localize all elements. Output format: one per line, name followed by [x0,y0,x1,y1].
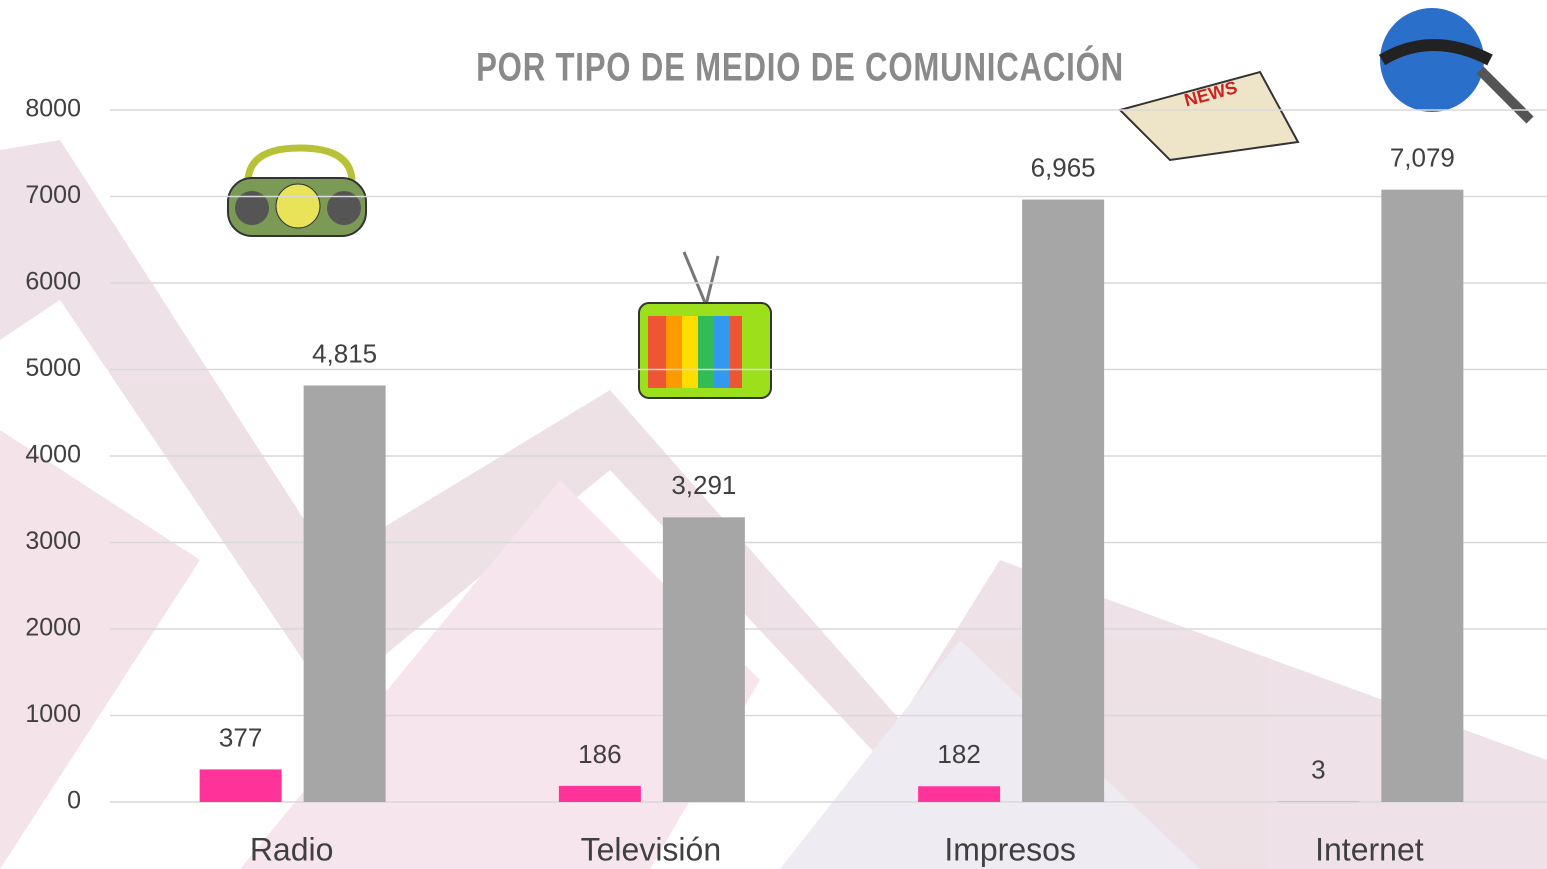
bar [918,786,1001,802]
bar [662,517,745,802]
x-tick-label: Internet [1315,831,1424,867]
value-label: 7,079 [1390,143,1455,173]
y-tick-label: 1000 [25,700,81,728]
newspaper-icon: NEWS [1118,70,1300,162]
value-label: 186 [578,739,621,769]
radio-icon [227,144,367,237]
tv-icon [638,251,772,399]
bar [303,385,386,802]
bar [1022,199,1105,803]
y-tick-label: 8000 [25,95,81,123]
y-tick-label: 6000 [25,268,81,296]
y-tick-label: 0 [67,787,81,815]
value-label: 3,291 [671,470,736,500]
y-tick-label: 5000 [25,354,81,382]
globe-icon [1378,8,1534,124]
value-label: 3 [1311,755,1325,785]
value-label: 377 [219,722,262,752]
x-tick-label: Televisión [581,831,722,867]
x-tick-label: Impresos [944,831,1076,867]
y-tick-label: 4000 [25,441,81,469]
value-label: 6,965 [1031,152,1096,182]
bar [558,785,641,802]
value-label: 182 [937,739,980,769]
y-tick-label: 3000 [25,527,81,555]
x-tick-label: Radio [250,831,334,867]
chart-title: POR TIPO DE MEDIO DE COMUNICACIÓN [476,45,1124,90]
bar [1381,189,1464,802]
y-tick-label: 7000 [25,181,81,209]
value-label: 4,815 [312,338,377,368]
y-tick-label: 2000 [25,614,81,642]
bar [199,769,282,802]
